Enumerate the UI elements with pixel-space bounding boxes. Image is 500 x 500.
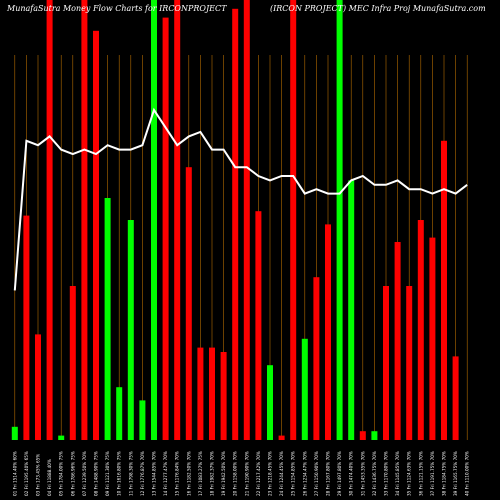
x-tick-label: 36 Fri 1121.15% 70% [418, 451, 423, 496]
x-tick-label: 14 Fri 1277.47% 70% [163, 451, 168, 496]
x-tick-label: 08 Fri 1488.90% 75% [94, 451, 99, 496]
x-tick-label: 02 Fri 1195.40% 65% [24, 451, 29, 496]
x-tick-label: 19 Fri 1942.50% 70% [221, 451, 226, 496]
x-tick-label: 06 Fri 1786.96% 75% [70, 451, 75, 496]
x-tick-label: 09 Fri 1121.30% 75% [105, 451, 110, 496]
x-tick-label: 05 Fri 1784.00% 75% [59, 451, 64, 496]
x-tick-label: 24 Fri 1244.45% 70% [279, 451, 284, 496]
bar-outflow [23, 215, 30, 440]
x-tick-label: 34 Fri 1145.85% 70% [395, 451, 400, 496]
bar-outflow [220, 352, 227, 440]
x-tick-label: 39 Fri 1165.75% 70% [453, 451, 458, 496]
x-tick-label: 03 Fri 173.45% 65% [36, 454, 41, 496]
x-tick-label: 17 Fri 1083.27% 75% [198, 451, 203, 496]
x-tick-label: 04 Fri 11888.40% [47, 459, 52, 496]
bar-outflow [209, 347, 215, 440]
x-tick-label: 25 Fri 1154.85% 70% [291, 451, 296, 496]
bar-inflow [127, 220, 134, 440]
bar-inflow [151, 0, 157, 440]
x-tick-label: 21 Fri 1190.90% 70% [244, 451, 249, 496]
bar-outflow [162, 17, 169, 440]
bar-outflow [394, 242, 401, 440]
x-tick-label: 38 Fri 1184.75% 70% [442, 451, 447, 496]
bar-outflow [255, 211, 262, 440]
bar-outflow [174, 0, 181, 440]
x-tick-label: 29 Fri 1497.80% 70% [337, 451, 342, 496]
bar-outflow [46, 0, 53, 440]
bar-inflow [116, 387, 123, 440]
x-tick-label: 18 Fri 1982.37% 70% [210, 451, 215, 496]
bar-outflow [243, 0, 250, 440]
bar-outflow [232, 8, 239, 441]
x-tick-label: 31 Fri 1453.35% 70% [360, 451, 365, 496]
bar-outflow [278, 435, 285, 440]
x-tick-label: 20 Fri 1158.00% 70% [233, 451, 238, 496]
bar-outflow [35, 334, 41, 440]
bar-outflow [325, 224, 331, 440]
bar-outflow [185, 167, 192, 440]
x-tick-label: 13 Fri 1544.85% 70% [152, 451, 157, 496]
bar-outflow [429, 237, 436, 440]
bar-inflow [58, 435, 65, 440]
bars [11, 0, 459, 441]
bar-inflow [104, 198, 111, 440]
x-tick-label: 28 Fri 1167.80% 70% [326, 451, 331, 496]
bar-inflow [348, 180, 355, 440]
x-tick-labels: 01 Fri 1514.40% 60% 02 Fri 1195.40% 65% 03… [12, 451, 469, 496]
chart-title-right: (IRCON PROJECT) MEC Infra Proj MunafaSut… [270, 4, 486, 13]
x-tick-label: 15 Fri 1176.84% 70% [175, 451, 180, 496]
bar-inflow [267, 365, 273, 440]
bar-outflow [406, 286, 413, 440]
x-tick-label: 35 Fri 1124.63% 70% [407, 451, 412, 496]
bar-inflow [11, 426, 18, 440]
x-tick-label: 01 Fri 1514.40% 60% [12, 451, 17, 496]
bar-outflow [81, 0, 88, 440]
bar-outflow [359, 431, 366, 440]
x-tick-label: 16 Fri 1182.50% 70% [186, 451, 191, 496]
bar-outflow [452, 356, 459, 440]
x-tick-label: 11 Fri 1798.30% 75% [128, 451, 133, 496]
x-tick-label: 12 Fri 1776.87% 70% [140, 451, 145, 496]
x-tick-label: 23 Fri 1218.45% 70% [268, 451, 273, 496]
x-tick-label: 32 Fri 1436.75% 70% [372, 451, 377, 496]
x-tick-label: 40 Fri 1110.00% 70% [465, 451, 470, 496]
bar-inflow [336, 0, 343, 440]
bar-outflow [313, 277, 320, 440]
bar-inflow [301, 338, 308, 440]
bar-outflow [69, 286, 76, 440]
money-flow-line [13, 107, 468, 291]
x-tick-label: 27 Fri 1150.90% 70% [314, 451, 319, 496]
bar-outflow [417, 220, 424, 440]
x-tick-label: 30 Fri 1474.40% 70% [349, 451, 354, 496]
bar-outflow [383, 286, 389, 440]
x-tick-label: 26 Fri 1234.47% 70% [302, 451, 307, 496]
x-tick-label: 10 Fri 1616.80% 75% [117, 451, 122, 496]
bar-outflow [93, 30, 99, 441]
bar-inflow [371, 431, 378, 440]
chart-title-left: MunafaSutra Money Flow Charts for IRCONP… [6, 4, 227, 13]
bar-inflow [139, 400, 146, 440]
bar-outflow [290, 0, 297, 440]
bar-outflow [197, 347, 204, 440]
x-tick-label: 33 Fri 1170.80% 70% [384, 451, 389, 496]
x-tick-label: 37 Fri 1191.75% 70% [430, 451, 435, 496]
bar-outflow [441, 140, 447, 441]
x-tick-label: 22 Fri 1217.42% 70% [256, 451, 261, 496]
x-tick-label: 07 Fri 1239.50% 70% [82, 451, 87, 496]
